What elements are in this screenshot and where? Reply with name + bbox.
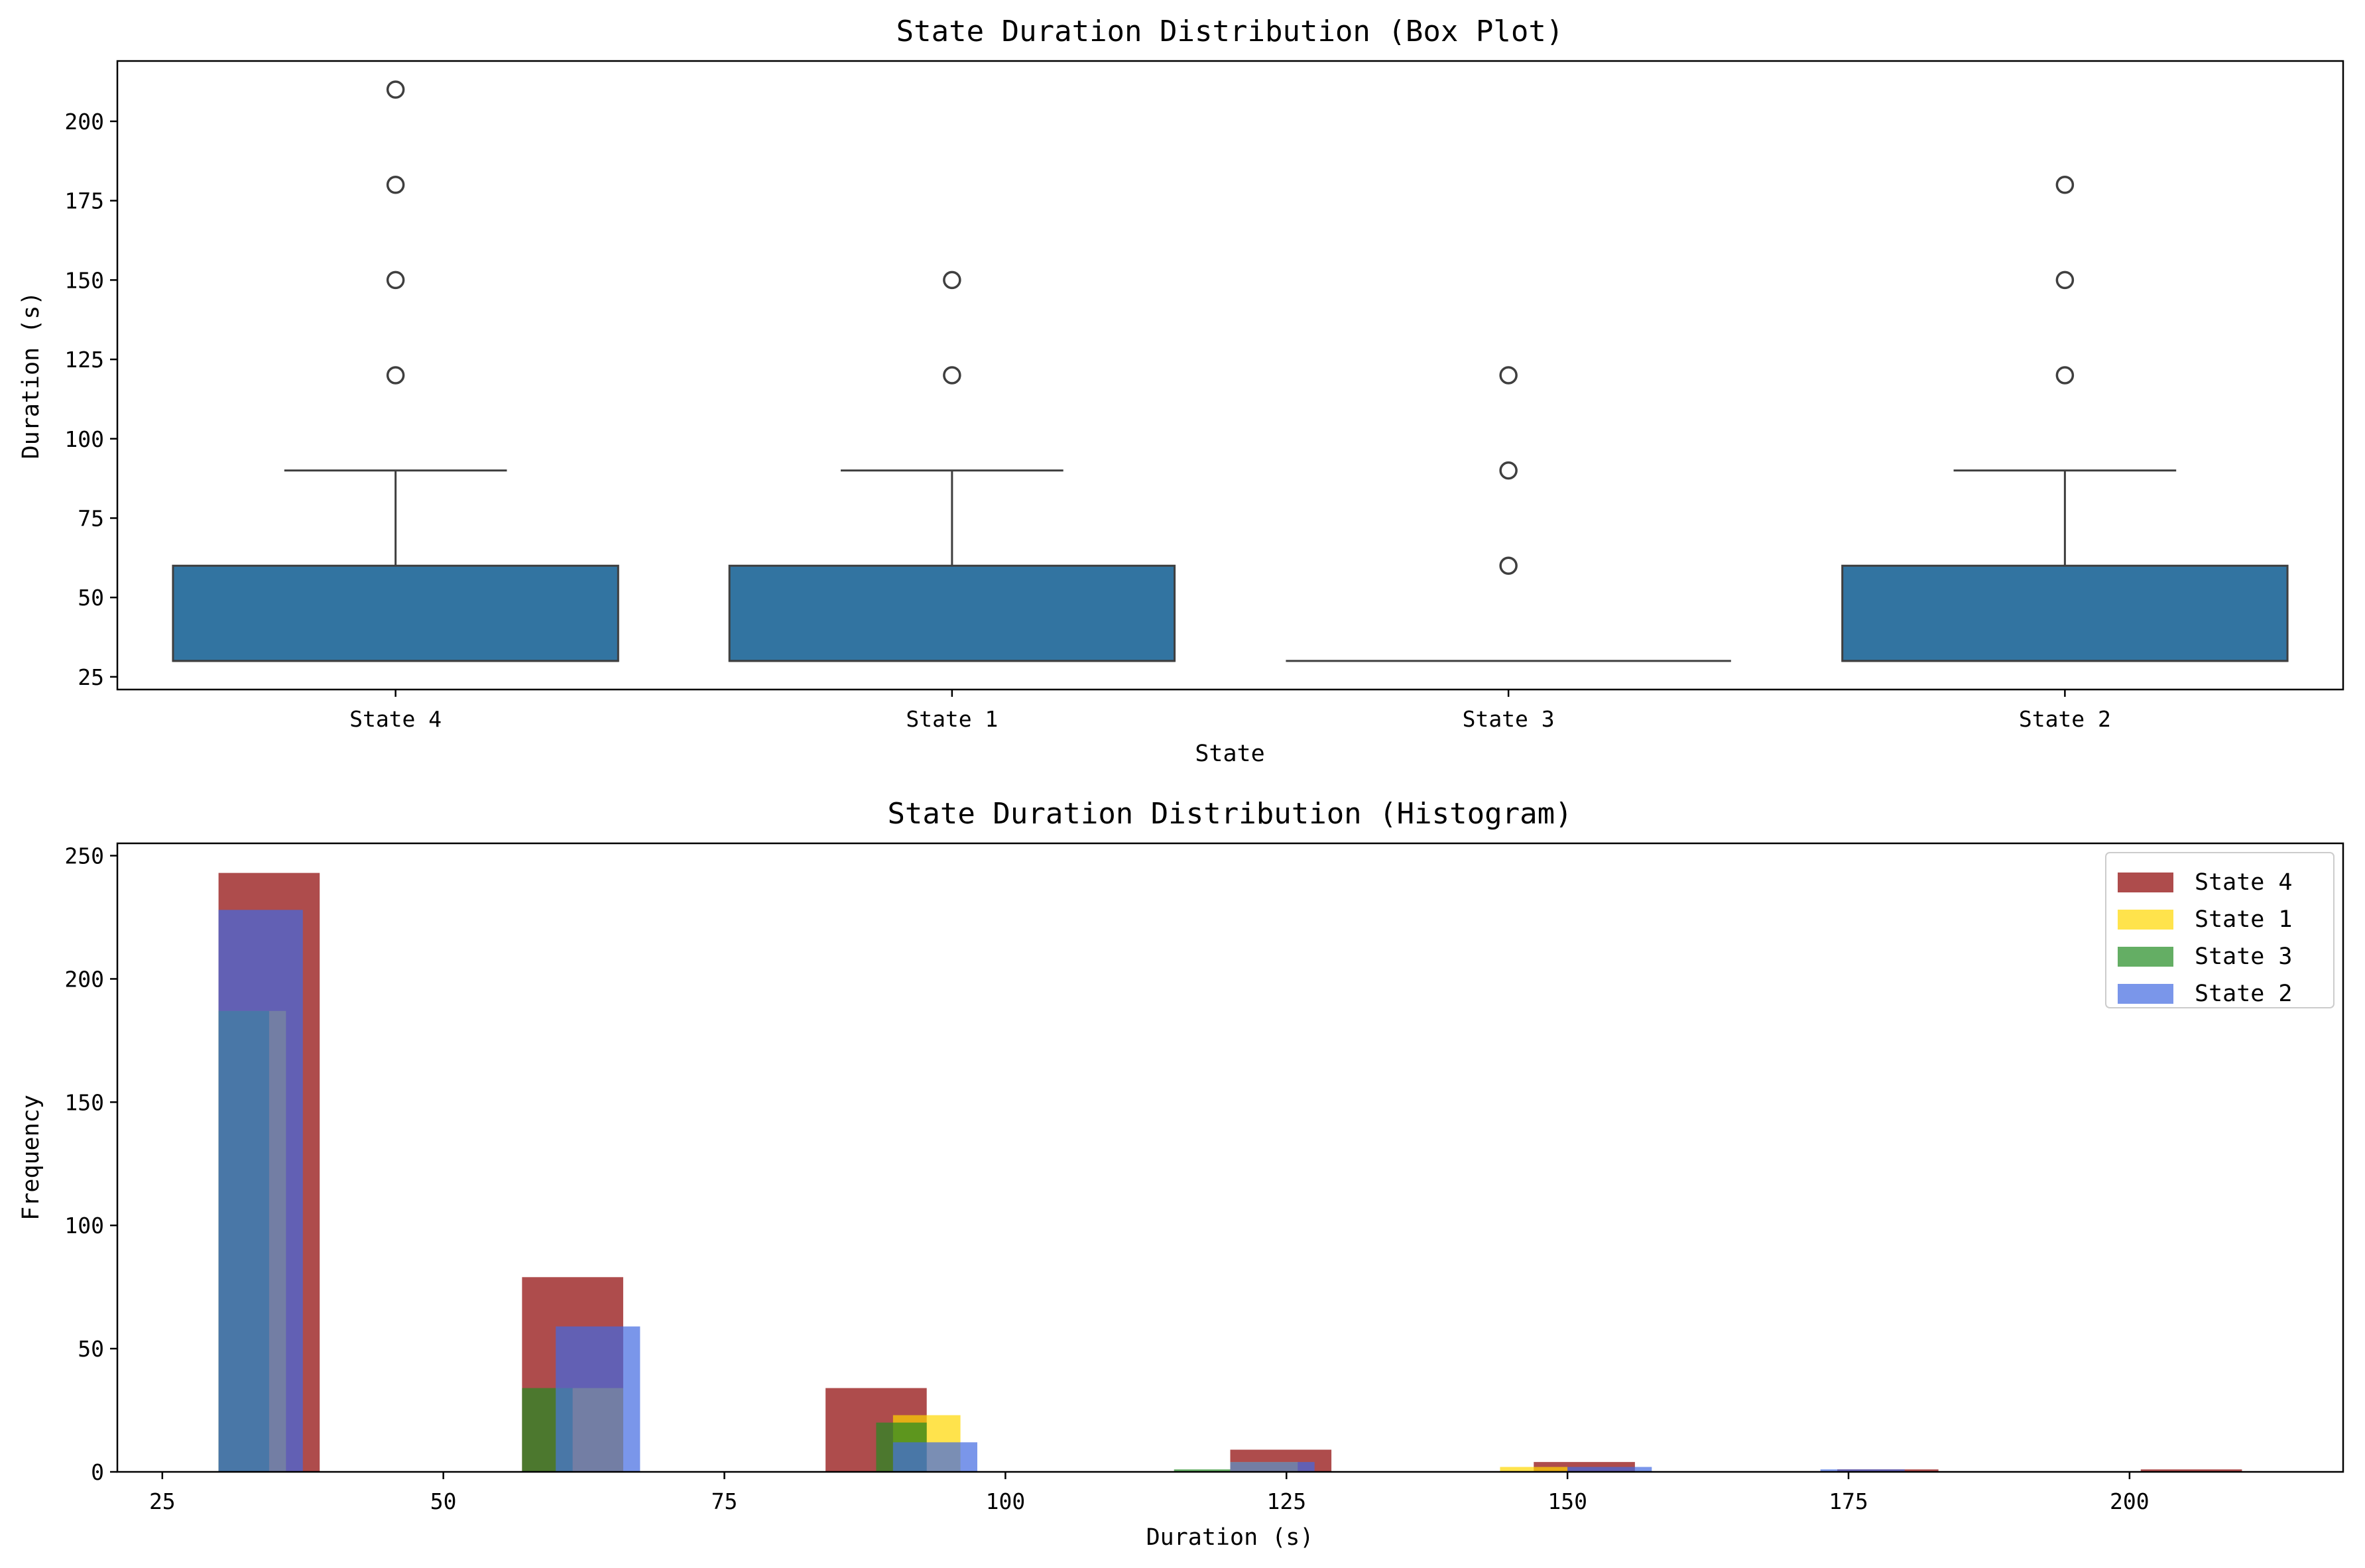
box-plot-x-tick-label: State 4 [349, 706, 442, 732]
legend-label: State 1 [2195, 906, 2293, 933]
histogram-x-tick-label: 175 [1829, 1488, 1868, 1514]
legend-label: State 4 [2195, 869, 2293, 896]
box-outlier-point [1499, 366, 1518, 385]
box-plot-y-tick-label: 25 [78, 664, 104, 690]
histogram-x-tick-label: 125 [1266, 1488, 1306, 1514]
box-outlier-point [2055, 175, 2075, 194]
histogram-series-state-3 [218, 1010, 1231, 1472]
histogram-title: State Duration Distribution (Histogram) [887, 797, 1572, 831]
box-plot-y-tick-label: 150 [64, 267, 104, 293]
box-state-1 [728, 271, 1176, 662]
box-plot-y-tick-label: 50 [78, 585, 104, 611]
histogram-bar [1174, 1469, 1231, 1472]
histogram-y-tick-label: 100 [64, 1213, 104, 1238]
histogram-y-tick-label: 150 [64, 1089, 104, 1115]
box-plot-y-tick-label: 200 [64, 109, 104, 135]
histogram-y-tick-label: 200 [64, 966, 104, 992]
histogram-x-tick-label: 200 [2110, 1488, 2150, 1514]
histogram-series-state-2 [218, 910, 1905, 1472]
box-plot-title: State Duration Distribution (Box Plot) [896, 15, 1564, 48]
legend-swatch [2118, 873, 2173, 892]
box-outlier-point [1499, 461, 1518, 480]
box-outlier-point [386, 80, 405, 99]
histogram-bar [892, 1442, 978, 1472]
histogram-x-axis-label: Duration (s) [1146, 1524, 1314, 1551]
histogram-bar [1820, 1469, 1905, 1472]
box-outlier-point [1499, 556, 1518, 575]
histogram-legend: State 4 State 1 State 3 State 2 [2105, 852, 2335, 1008]
histogram-x-tick-label: 75 [711, 1488, 738, 1514]
legend-label: State 2 [2195, 981, 2293, 1007]
box-state-3 [1286, 366, 1731, 662]
box-outlier-point [386, 366, 405, 385]
histogram-bar [556, 1326, 640, 1472]
histogram-x-tick-label: 100 [986, 1488, 1026, 1514]
box-plot-y-tick-label: 75 [78, 505, 104, 531]
histogram-bar [218, 910, 303, 1472]
box-plot-x-tick-label: State 3 [1463, 706, 1555, 732]
box-plot-x-tick-label: State 2 [2019, 706, 2111, 732]
box-plot-panel: State Duration Distribution (Box Plot) S… [18, 15, 2344, 767]
box-outlier-point [386, 175, 405, 194]
box-outlier-point [2055, 271, 2075, 290]
box-plot-y-tick-label: 100 [64, 426, 104, 452]
histogram-y-tick-label: 250 [64, 843, 104, 869]
box-plot-frame [116, 60, 2344, 691]
box-outlier-point [2055, 366, 2075, 385]
box-outlier-point [386, 271, 405, 290]
histogram-bar [1567, 1467, 1652, 1472]
box-body [1841, 564, 2289, 662]
box-state-2 [1841, 175, 2289, 662]
box-plot-y-tick-label: 175 [64, 188, 104, 214]
histogram-y-tick-label: 50 [78, 1336, 104, 1362]
box-plot-y-tick-label: 125 [64, 347, 104, 373]
legend-swatch [2118, 947, 2173, 967]
histogram-y-tick-label: 0 [91, 1459, 104, 1485]
histogram-frame [116, 842, 2344, 1473]
histogram-bar [1500, 1467, 1568, 1472]
histogram-x-tick-label: 25 [149, 1488, 176, 1514]
histogram-panel: State Duration Distribution (Histogram) … [18, 797, 2344, 1551]
box-outlier-point [943, 271, 961, 290]
histogram-x-tick-label: 50 [430, 1488, 457, 1514]
histogram-series-state-4 [218, 873, 2242, 1472]
histogram-bar [1230, 1462, 1315, 1472]
box-outlier-point [943, 366, 961, 385]
box-body [172, 564, 619, 662]
legend-label: State 3 [2195, 943, 2293, 970]
histogram-bar [2140, 1469, 2242, 1472]
histogram-x-tick-label: 150 [1547, 1488, 1587, 1514]
box-plot-y-axis-label: Duration (s) [18, 292, 44, 459]
box-body [728, 564, 1176, 662]
box-plot-x-axis-label: State [1195, 741, 1264, 767]
legend-swatch [2118, 984, 2173, 1004]
box-state-4 [172, 80, 619, 662]
box-plot-x-tick-label: State 1 [906, 706, 998, 732]
histogram-y-axis-label: Frequency [18, 1095, 44, 1221]
legend-swatch [2118, 910, 2173, 930]
